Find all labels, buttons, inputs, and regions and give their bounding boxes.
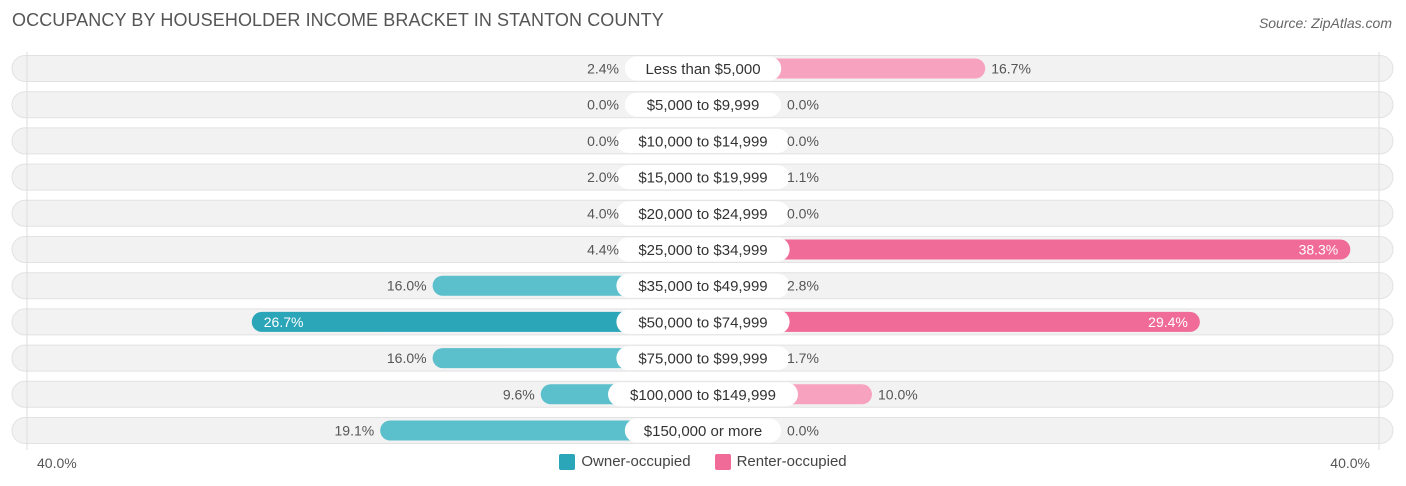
owner-value-label: 0.0% xyxy=(587,97,619,113)
category-pill xyxy=(616,273,790,298)
category-pill xyxy=(624,92,782,117)
owner-bar xyxy=(380,420,703,441)
legend-swatch-renter xyxy=(714,453,731,470)
renter-value-label: 29.4% xyxy=(1148,314,1188,330)
legend: Owner-occupied Renter-occupied xyxy=(0,453,1406,470)
owner-value-label: 16.0% xyxy=(387,278,427,294)
renter-value-label: 1.1% xyxy=(787,169,819,185)
category-pill xyxy=(616,309,790,334)
renter-bar xyxy=(703,311,1200,332)
owner-value-label: 19.1% xyxy=(335,423,375,439)
owner-value-label: 9.6% xyxy=(503,386,535,402)
category-pill xyxy=(616,201,790,226)
owner-value-label: 4.0% xyxy=(587,205,619,221)
category-pill xyxy=(616,165,790,190)
owner-bar xyxy=(251,311,703,332)
category-label: $20,000 to $24,999 xyxy=(638,206,767,223)
category-label: $5,000 to $9,999 xyxy=(647,97,760,114)
owner-value-label: 0.0% xyxy=(587,133,619,149)
legend-swatch-owner xyxy=(559,453,576,470)
renter-value-label: 2.8% xyxy=(787,278,819,294)
chart-title: OCCUPANCY BY HOUSEHOLDER INCOME BRACKET … xyxy=(12,10,664,30)
chart-source: Source: ZipAtlas.com xyxy=(1258,15,1392,31)
legend-label-owner: Owner-occupied xyxy=(581,453,691,470)
category-pill xyxy=(608,382,798,407)
renter-value-label: 0.0% xyxy=(787,205,819,221)
category-label: $25,000 to $34,999 xyxy=(638,242,767,259)
category-label: $75,000 to $99,999 xyxy=(638,351,767,368)
renter-bar xyxy=(703,239,1351,260)
category-pill xyxy=(616,237,790,262)
owner-value-label: 2.0% xyxy=(587,169,619,185)
owner-value-label: 2.4% xyxy=(587,61,619,77)
category-pill xyxy=(624,418,782,443)
category-pill xyxy=(616,128,790,153)
category-label: $35,000 to $49,999 xyxy=(638,278,767,295)
owner-value-label: 4.4% xyxy=(587,242,619,258)
category-label: $150,000 or more xyxy=(644,423,762,440)
renter-value-label: 0.0% xyxy=(787,423,819,439)
owner-value-label: 16.0% xyxy=(387,350,427,366)
legend-item-owner: Owner-occupied xyxy=(559,453,691,470)
diverging-bar-chart: Less than $5,000 2.4% 16.7% $5,000 to $9,99… xyxy=(11,52,1394,450)
renter-value-label: 0.0% xyxy=(787,97,819,113)
legend-label-renter: Renter-occupied xyxy=(736,453,847,470)
renter-value-label: 1.7% xyxy=(787,350,819,366)
category-label: Less than $5,000 xyxy=(645,61,760,78)
axis-right-label: 40.0% xyxy=(1330,455,1370,471)
category-label: $50,000 to $74,999 xyxy=(638,314,767,331)
category-label: $10,000 to $14,999 xyxy=(638,133,767,150)
category-label: $15,000 to $19,999 xyxy=(638,170,767,187)
axis-left-label: 40.0% xyxy=(37,455,77,471)
renter-value-label: 0.0% xyxy=(787,133,819,149)
renter-value-label: 38.3% xyxy=(1299,242,1339,258)
category-pill xyxy=(624,56,782,81)
category-pill xyxy=(616,346,790,371)
owner-value-label: 26.7% xyxy=(264,314,304,330)
category-label: $100,000 to $149,999 xyxy=(630,387,776,404)
legend-item-renter: Renter-occupied xyxy=(714,453,847,470)
renter-value-label: 10.0% xyxy=(878,386,918,402)
renter-value-label: 16.7% xyxy=(991,61,1031,77)
